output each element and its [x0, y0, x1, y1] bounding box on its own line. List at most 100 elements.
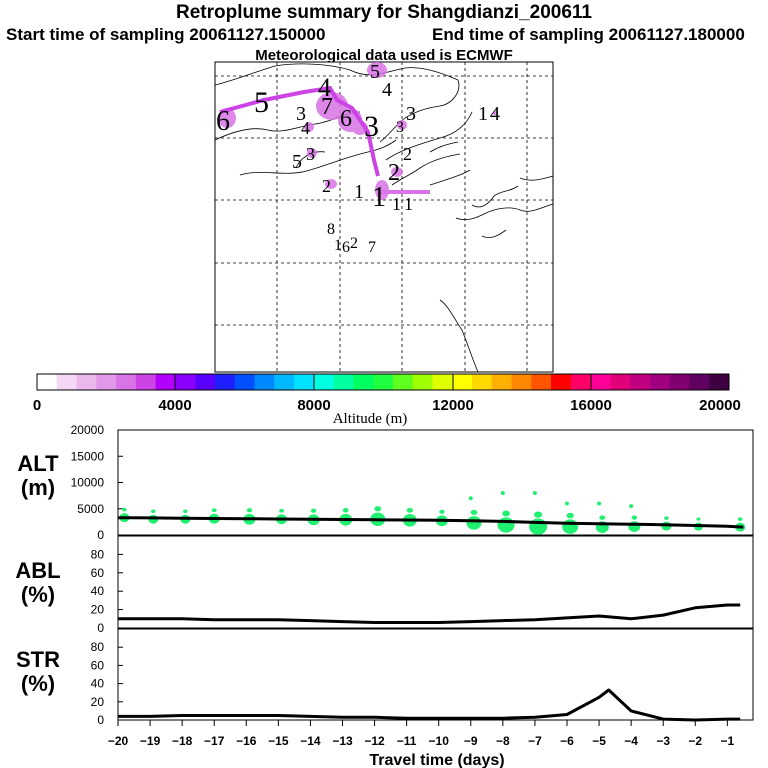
altitude-marker-spread — [696, 517, 701, 521]
colorbar-swatch — [610, 374, 631, 390]
colorbar-swatch — [570, 374, 592, 390]
colorbar-swatch — [313, 374, 335, 390]
y-axis-label: (%) — [21, 671, 55, 696]
y-axis-label: STR — [16, 647, 60, 672]
colorbar-swatch — [214, 374, 236, 390]
altitude-marker-spread — [566, 512, 574, 519]
trajectory-label: 1 — [478, 103, 488, 125]
chart-title: Retroplume summary for Shangdianzi_20061… — [175, 2, 593, 23]
altitude-upper-dot — [597, 501, 602, 506]
x-tick-label: −5 — [592, 734, 606, 748]
colorbar-tick: 4000 — [158, 397, 191, 414]
y-tick-label: 20 — [91, 695, 105, 709]
altitude-upper-dot — [629, 504, 634, 509]
colorbar-swatch — [551, 374, 572, 390]
altitude-marker-spread — [599, 515, 606, 520]
x-tick-label: −10 — [429, 734, 450, 748]
colorbar-swatch — [392, 374, 414, 390]
x-tick-label: −15 — [268, 734, 289, 748]
colorbar-swatch — [709, 374, 730, 390]
series-line-abl — [118, 603, 741, 624]
colorbar-tick-labels: 0 4000 8000 12000 16000 20000 — [33, 397, 741, 414]
panel-abl: 0 20 40 60 80 ABL(%) — [15, 535, 754, 635]
x-tick-label: −17 — [204, 734, 225, 748]
colorbar-label: Altitude (m) — [333, 411, 408, 427]
trajectory-label: 4 — [318, 73, 331, 102]
colorbar-swatch — [234, 374, 255, 390]
altitude-marker-spread — [279, 508, 285, 513]
y-tick-label: 0 — [97, 528, 104, 542]
trajectory-labels: 5 4 4 5 6 3 4 7 6 3 3 3 1 4 5 3 2 2 2 1 — [216, 61, 500, 256]
colorbar-swatch — [649, 374, 671, 390]
y-tick-label: 40 — [91, 584, 105, 598]
panel-str: 0 20 40 60 80 STR(%) — [16, 628, 754, 727]
y-tick-label: 80 — [91, 640, 105, 654]
colorbar-swatch — [96, 374, 117, 390]
colorbar-swatch — [76, 374, 97, 390]
colorbar-swatch — [590, 374, 611, 390]
trajectory-label: 3 — [306, 144, 315, 164]
series-line-alt — [117, 516, 744, 529]
x-tick-label: −9 — [464, 734, 478, 748]
altitude-upper-dot — [564, 501, 569, 506]
colorbar-swatch — [471, 374, 493, 390]
colorbar-swatch — [511, 374, 532, 390]
x-tick-label: −2 — [688, 734, 702, 748]
trajectory-label: 6 — [342, 239, 350, 256]
trajectory-label: 3 — [406, 103, 416, 125]
altitude-marker-spread — [406, 507, 413, 513]
start-time-label: Start time of sampling 20061127.150000 — [6, 25, 326, 44]
panel-frame — [117, 535, 754, 629]
trajectory-label: 1 — [354, 181, 364, 203]
trajectory-label: 1 — [372, 182, 386, 213]
trajectory-label: 3 — [296, 103, 306, 125]
trajectory-label: 7 — [321, 94, 333, 120]
altitude-marker — [466, 516, 482, 530]
y-axis-label: ALT — [17, 451, 59, 476]
colorbar-swatch — [155, 374, 176, 390]
trajectory-label: 4 — [301, 118, 310, 138]
x-tick-label: −18 — [172, 734, 193, 748]
trajectory-label: 1 — [392, 194, 401, 214]
colorbar-swatch — [175, 374, 196, 390]
colorbar-tick: 16000 — [570, 397, 612, 414]
colorbar-swatch — [531, 374, 552, 390]
colorbar-swatch — [452, 374, 473, 390]
colorbar-swatch — [56, 374, 78, 390]
x-tick-label: −12 — [364, 734, 385, 748]
trajectory-label: 5 — [254, 86, 269, 119]
altitude-marker-spread — [151, 509, 156, 513]
trajectory-label: 3 — [364, 110, 379, 143]
x-tick-label: −13 — [332, 734, 353, 748]
trajectory-label: 3 — [396, 119, 404, 136]
y-tick-label: 0 — [97, 621, 104, 635]
trajectory-label: 8 — [327, 221, 335, 238]
altitude-marker-spread — [211, 508, 217, 513]
x-tick-label: −20 — [108, 734, 129, 748]
y-tick-label: 60 — [91, 658, 105, 672]
y-axis-label: (%) — [21, 582, 55, 607]
trajectory-label: 2 — [322, 176, 331, 196]
y-tick-label: 80 — [91, 547, 105, 561]
time-series-panels: 05000100001500020000ALT(m)020406080ABL(%… — [15, 423, 754, 727]
colorbar-swatch — [353, 374, 374, 390]
altitude-colorbar — [36, 373, 730, 391]
retroplume: 5 4 4 5 6 3 4 7 6 3 3 3 1 4 5 3 2 2 2 1 — [216, 61, 500, 256]
y-axis-label: (m) — [21, 475, 55, 500]
y-axis-label: ABL — [15, 558, 60, 583]
x-tick-label: −14 — [300, 734, 321, 748]
x-tick-label: −11 — [397, 734, 417, 748]
colorbar-swatch — [432, 374, 453, 390]
panel-alt: 0 5000 10000 15000 20000 ALT(m) — [17, 423, 754, 542]
altitude-marker-spread — [439, 509, 445, 514]
colorbar-swatch — [669, 374, 690, 390]
altitude-marker-spread — [246, 508, 253, 513]
y-tick-label: 20000 — [71, 423, 105, 437]
trajectory-label: 4 — [490, 103, 500, 125]
trajectory-label: 2 — [388, 160, 400, 186]
colorbar-swatch — [689, 374, 710, 390]
series-line-str — [118, 688, 741, 722]
map-gridlines — [215, 62, 553, 372]
colorbar-swatch — [116, 374, 137, 390]
altitude-marker-spread — [310, 508, 317, 513]
